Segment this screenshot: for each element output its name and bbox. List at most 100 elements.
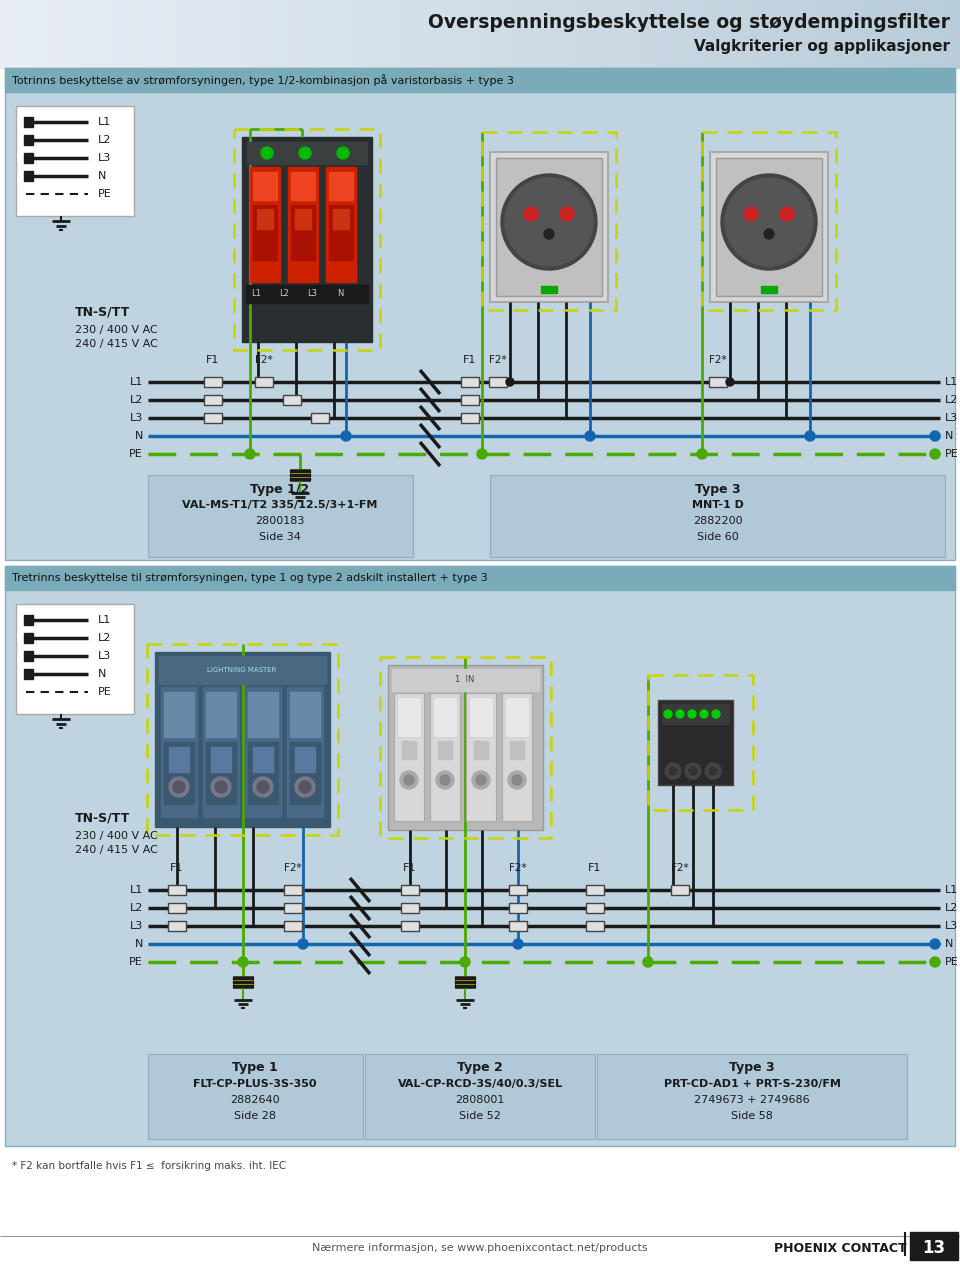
FancyBboxPatch shape bbox=[388, 666, 543, 830]
Text: F1: F1 bbox=[170, 863, 183, 873]
Circle shape bbox=[705, 762, 721, 779]
Circle shape bbox=[253, 776, 273, 797]
FancyBboxPatch shape bbox=[490, 476, 945, 557]
Text: F1: F1 bbox=[588, 863, 602, 873]
FancyBboxPatch shape bbox=[671, 885, 689, 895]
FancyBboxPatch shape bbox=[24, 632, 33, 643]
Circle shape bbox=[930, 431, 940, 441]
Text: L3: L3 bbox=[98, 153, 111, 163]
FancyBboxPatch shape bbox=[164, 742, 194, 805]
FancyBboxPatch shape bbox=[710, 152, 828, 302]
Text: Type 1: Type 1 bbox=[232, 1062, 277, 1075]
FancyBboxPatch shape bbox=[541, 286, 557, 293]
Text: 2800183: 2800183 bbox=[255, 516, 304, 527]
FancyBboxPatch shape bbox=[290, 692, 320, 737]
Circle shape bbox=[725, 179, 813, 266]
Circle shape bbox=[726, 377, 734, 386]
Circle shape bbox=[930, 958, 940, 966]
FancyBboxPatch shape bbox=[233, 980, 253, 983]
FancyBboxPatch shape bbox=[392, 669, 539, 691]
Circle shape bbox=[676, 710, 684, 718]
FancyBboxPatch shape bbox=[253, 172, 277, 200]
FancyBboxPatch shape bbox=[592, 0, 609, 68]
Text: Side 28: Side 28 bbox=[234, 1111, 276, 1121]
Text: 230 / 400 V AC: 230 / 400 V AC bbox=[75, 325, 157, 335]
Circle shape bbox=[524, 207, 538, 221]
Circle shape bbox=[643, 958, 653, 966]
Circle shape bbox=[295, 776, 315, 797]
Circle shape bbox=[930, 449, 940, 459]
Text: N: N bbox=[98, 669, 107, 680]
Text: Side 52: Side 52 bbox=[459, 1111, 501, 1121]
Circle shape bbox=[238, 958, 248, 966]
FancyBboxPatch shape bbox=[716, 158, 822, 296]
FancyBboxPatch shape bbox=[255, 377, 273, 388]
Circle shape bbox=[780, 207, 794, 221]
Circle shape bbox=[664, 710, 672, 718]
Text: PE: PE bbox=[98, 687, 111, 697]
FancyBboxPatch shape bbox=[24, 117, 33, 128]
FancyBboxPatch shape bbox=[455, 977, 475, 979]
Circle shape bbox=[721, 173, 817, 270]
Text: 2882640: 2882640 bbox=[230, 1095, 279, 1105]
FancyBboxPatch shape bbox=[16, 0, 33, 68]
FancyBboxPatch shape bbox=[112, 0, 129, 68]
Text: L1: L1 bbox=[130, 377, 143, 388]
FancyBboxPatch shape bbox=[496, 0, 513, 68]
Text: 230 / 400 V AC: 230 / 400 V AC bbox=[75, 831, 157, 842]
FancyBboxPatch shape bbox=[658, 700, 733, 785]
Text: L3: L3 bbox=[130, 921, 143, 931]
FancyBboxPatch shape bbox=[64, 0, 81, 68]
FancyBboxPatch shape bbox=[148, 1054, 363, 1139]
Text: N: N bbox=[337, 289, 343, 298]
FancyBboxPatch shape bbox=[233, 977, 253, 979]
FancyBboxPatch shape bbox=[709, 377, 727, 388]
Text: 2808001: 2808001 bbox=[455, 1095, 505, 1105]
FancyBboxPatch shape bbox=[704, 0, 721, 68]
Text: F1: F1 bbox=[464, 354, 477, 365]
Circle shape bbox=[404, 775, 414, 785]
Circle shape bbox=[508, 771, 526, 789]
Text: 2882200: 2882200 bbox=[693, 516, 743, 527]
FancyBboxPatch shape bbox=[290, 469, 310, 481]
FancyBboxPatch shape bbox=[253, 747, 273, 771]
FancyBboxPatch shape bbox=[910, 1232, 958, 1260]
FancyBboxPatch shape bbox=[16, 106, 134, 215]
FancyBboxPatch shape bbox=[461, 395, 479, 405]
Text: VAL-CP-RCD-3S/40/0.3/SEL: VAL-CP-RCD-3S/40/0.3/SEL bbox=[397, 1079, 563, 1089]
FancyBboxPatch shape bbox=[329, 172, 353, 200]
Text: L2: L2 bbox=[98, 632, 111, 643]
FancyBboxPatch shape bbox=[752, 0, 769, 68]
Text: L1: L1 bbox=[945, 885, 958, 895]
Text: PE: PE bbox=[130, 449, 143, 459]
Circle shape bbox=[472, 771, 490, 789]
FancyBboxPatch shape bbox=[168, 903, 186, 913]
FancyBboxPatch shape bbox=[448, 0, 465, 68]
FancyBboxPatch shape bbox=[246, 286, 368, 303]
FancyBboxPatch shape bbox=[509, 885, 527, 895]
FancyBboxPatch shape bbox=[455, 975, 475, 988]
FancyBboxPatch shape bbox=[290, 474, 310, 476]
FancyBboxPatch shape bbox=[576, 0, 593, 68]
FancyBboxPatch shape bbox=[169, 747, 189, 771]
FancyBboxPatch shape bbox=[461, 413, 479, 423]
FancyBboxPatch shape bbox=[544, 0, 561, 68]
Text: N: N bbox=[134, 431, 143, 441]
FancyBboxPatch shape bbox=[48, 0, 65, 68]
Circle shape bbox=[298, 938, 308, 949]
Circle shape bbox=[744, 207, 758, 221]
Text: L3: L3 bbox=[307, 289, 317, 298]
FancyBboxPatch shape bbox=[5, 68, 955, 560]
FancyBboxPatch shape bbox=[290, 742, 320, 805]
FancyBboxPatch shape bbox=[24, 135, 33, 145]
FancyBboxPatch shape bbox=[204, 413, 222, 423]
FancyBboxPatch shape bbox=[24, 153, 33, 163]
FancyBboxPatch shape bbox=[247, 142, 367, 164]
Text: L1: L1 bbox=[252, 289, 261, 298]
FancyBboxPatch shape bbox=[283, 395, 301, 405]
Text: L2: L2 bbox=[945, 903, 958, 913]
Text: F2*: F2* bbox=[255, 354, 273, 365]
FancyBboxPatch shape bbox=[761, 286, 777, 293]
FancyBboxPatch shape bbox=[496, 158, 602, 296]
FancyBboxPatch shape bbox=[624, 0, 641, 68]
